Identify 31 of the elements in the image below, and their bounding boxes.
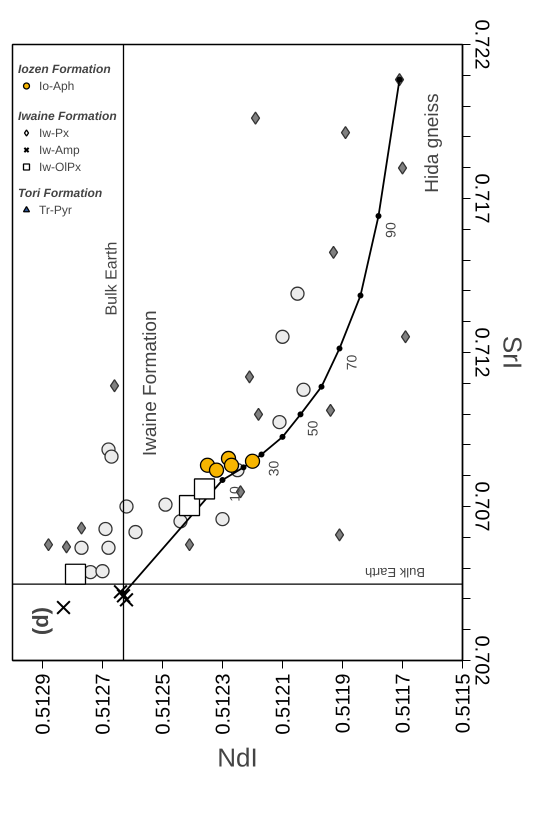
x-tick-label: 0.5121 [272,674,294,735]
text: Iwaine Formation [18,109,117,123]
legend-label: Tr-Pyr [39,202,72,217]
ref-line-label: Bulk Earth [104,242,120,316]
x-axis-title: NdI [217,742,258,773]
y-tick-label: 0.717 [470,173,492,224]
legend-label: Iw-OlPx [39,159,81,174]
annotation: 50 [304,420,320,436]
annotation: 70 [344,354,360,370]
x-tick-label: 0.5125 [152,674,174,735]
y-axis-title: SrI [498,336,528,370]
legend-label: Io-Aph [39,78,74,93]
legend-label: Iw-Px [39,125,69,140]
y-tick-label: 0.707 [470,481,492,532]
x-tick-label: 0.5123 [212,674,234,735]
legend-label: Iw-Amp [39,142,80,157]
x-tick-label: 0.5127 [92,674,114,735]
annotation: Hida gneiss [422,93,443,193]
annotation: Iwaine Formation [140,310,162,456]
y-tick-label: 0.722 [470,19,492,70]
ref-line-label: Bulk Earth [365,565,425,580]
annotation: 90 [382,222,398,238]
text: Tori Formation [18,186,102,200]
text: Iozen Formation [18,62,111,76]
x-tick-label: 0.5119 [332,674,354,734]
x-tick-label: 0.5117 [392,674,414,734]
x-tick-label: 0.5129 [32,674,54,735]
annotation: 30 [266,460,282,476]
annotation: (d) [28,607,53,636]
y-tick-label: 0.712 [470,327,492,378]
annotation: 10 [226,486,242,502]
